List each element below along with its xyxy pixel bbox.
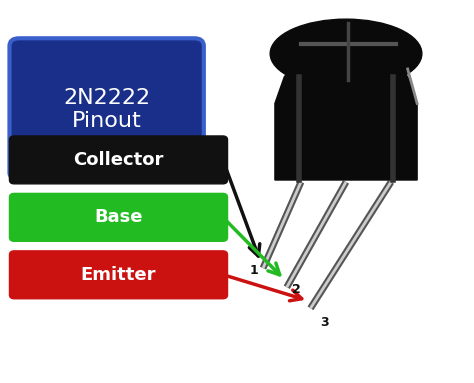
Text: 2N2222
Pinout: 2N2222 Pinout xyxy=(63,88,150,131)
Text: Base: Base xyxy=(94,208,143,226)
Polygon shape xyxy=(275,46,417,180)
Text: 3: 3 xyxy=(320,316,328,329)
Text: 1: 1 xyxy=(250,264,258,277)
FancyBboxPatch shape xyxy=(9,38,204,180)
FancyBboxPatch shape xyxy=(9,193,228,241)
Text: Emitter: Emitter xyxy=(81,266,156,283)
FancyBboxPatch shape xyxy=(9,251,228,299)
FancyBboxPatch shape xyxy=(9,136,228,184)
Text: 2: 2 xyxy=(292,283,300,296)
Ellipse shape xyxy=(270,19,422,88)
Text: Collector: Collector xyxy=(73,151,164,169)
